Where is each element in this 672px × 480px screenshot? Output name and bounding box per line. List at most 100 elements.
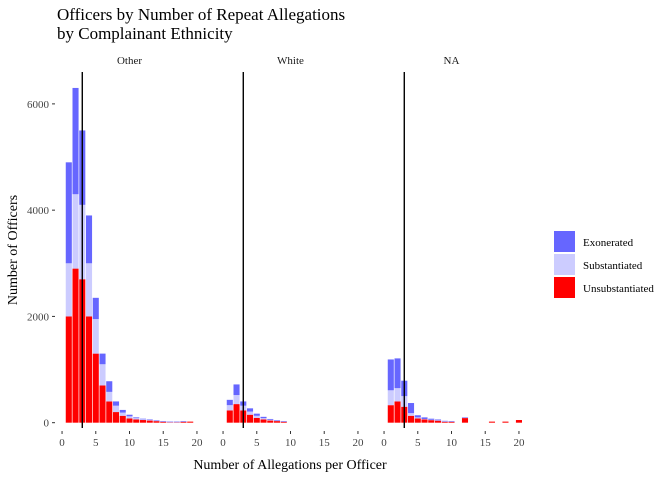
y-axis-label: Number of Officers	[6, 195, 21, 305]
legend-label-substantiated: Substantiated	[583, 260, 643, 272]
bar-other-unsubstantiated-5	[92, 353, 99, 423]
bar-other-unsubstantiated-6	[99, 385, 106, 423]
x-tick-label: 0	[59, 437, 65, 449]
bar-na-exonerated-1	[387, 359, 394, 391]
bar-other-substantiated-14	[153, 420, 160, 422]
bar-other-exonerated-4	[85, 215, 93, 264]
bar-other-substantiated-17	[173, 421, 180, 423]
bar-white-substantiated-6	[260, 418, 267, 420]
x-tick-label: 0	[220, 437, 226, 449]
bar-white-unsubstantiated-8	[273, 421, 281, 423]
bar-other-exonerated-6	[99, 353, 106, 365]
facet-label-other: Other	[117, 55, 142, 67]
bar-other-exonerated-13	[146, 419, 153, 421]
bar-other-unsubstantiated-2	[72, 268, 79, 423]
bar-other-exonerated-8	[112, 401, 120, 406]
x-tick-label: 15	[480, 437, 492, 449]
bar-na-substantiated-12	[461, 417, 469, 419]
bar-white-substantiated-4	[246, 411, 254, 415]
bar-na-exonerated-5	[414, 415, 421, 418]
y-tick-label: 0	[44, 418, 50, 430]
bar-other-substantiated-11	[133, 418, 140, 420]
chart-title-line-2: by Complainant Ethnicity	[57, 24, 233, 43]
bar-other-unsubstantiated-10	[126, 418, 133, 423]
y-tick-label: 2000	[27, 311, 50, 323]
bar-other-unsubstantiated-11	[133, 419, 140, 423]
bar-other-substantiated-5	[92, 319, 99, 354]
bar-na-unsubstantiated-9	[441, 421, 448, 423]
bar-other-exonerated-18	[180, 421, 187, 422]
bar-other-unsubstantiated-14	[153, 421, 160, 423]
bar-na-unsubstantiated-18	[502, 421, 509, 423]
bar-white-exonerated-6	[260, 416, 267, 419]
bar-white-unsubstantiated-1	[226, 410, 233, 423]
bar-white-unsubstantiated-4	[246, 414, 254, 423]
bar-white-substantiated-1	[226, 405, 233, 411]
bar-na-unsubstantiated-12	[461, 417, 469, 423]
bar-na-exonerated-2	[394, 358, 401, 389]
bar-na-substantiated-1	[387, 390, 394, 406]
bar-other-unsubstantiated-18	[180, 421, 187, 423]
chart-title-line-1: Officers by Number of Repeat Allegations	[57, 5, 346, 24]
bar-white-exonerated-4	[246, 408, 254, 412]
bar-other-substantiated-4	[85, 263, 93, 317]
bar-na-substantiated-6	[421, 418, 428, 420]
bar-white-substantiated-7	[267, 419, 274, 421]
bar-other-unsubstantiated-17	[173, 422, 180, 423]
bar-other-substantiated-1	[65, 263, 72, 317]
y-tick-label: 4000	[27, 205, 50, 217]
bar-other-exonerated-15	[160, 421, 167, 422]
bar-other-substantiated-10	[126, 416, 133, 419]
bar-other-substantiated-18	[180, 421, 187, 422]
bar-na-substantiated-10	[448, 421, 455, 422]
bar-na-unsubstantiated-5	[414, 418, 421, 423]
bar-white-substantiated-9	[280, 421, 287, 422]
bar-other-unsubstantiated-8	[112, 412, 120, 423]
bar-other-substantiated-6	[99, 364, 106, 386]
bar-na-exonerated-9	[441, 420, 448, 422]
bar-white-substantiated-2	[233, 395, 240, 405]
bar-na-unsubstantiated-10	[448, 421, 455, 423]
bar-white-exonerated-7	[267, 418, 274, 420]
bar-na-substantiated-2	[394, 388, 401, 402]
bar-na-exonerated-4	[407, 403, 415, 414]
bar-other-exonerated-10	[126, 414, 133, 417]
y-tick-label: 6000	[27, 99, 50, 111]
bar-other-unsubstantiated-1	[65, 316, 72, 423]
bar-other-exonerated-7	[106, 381, 113, 392]
bar-white-unsubstantiated-5	[253, 417, 260, 423]
x-axis-label: Number of Allegations per Officer	[193, 458, 387, 473]
bar-na-unsubstantiated-8	[434, 420, 442, 423]
x-tick-label: 15	[158, 437, 170, 449]
x-tick-label: 15	[319, 437, 331, 449]
bar-na-exonerated-7	[428, 418, 435, 420]
bar-na-substantiated-9	[441, 421, 448, 422]
legend-key-substantiated	[554, 254, 575, 275]
bar-other-unsubstantiated-9	[119, 415, 126, 423]
bar-white-exonerated-2	[233, 384, 240, 396]
x-tick-label: 5	[254, 437, 260, 449]
x-tick-label: 10	[124, 437, 136, 449]
bar-na-unsubstantiated-4	[407, 415, 415, 423]
bar-other-exonerated-16	[166, 421, 174, 423]
bar-other-unsubstantiated-7	[106, 401, 113, 423]
legend-key-unsubstantiated	[554, 277, 575, 298]
bar-na-exonerated-8	[434, 419, 442, 421]
bar-other-substantiated-9	[119, 412, 126, 416]
bar-other-substantiated-7	[106, 391, 113, 402]
bar-na-unsubstantiated-7	[428, 420, 435, 423]
bar-other-exonerated-1	[65, 162, 72, 264]
x-tick-label: 20	[352, 437, 364, 449]
bar-other-substantiated-16	[166, 421, 174, 423]
bar-other-exonerated-14	[153, 420, 160, 421]
bar-other-exonerated-11	[133, 417, 140, 419]
bar-na-exonerated-10	[448, 421, 455, 422]
bar-na-substantiated-7	[428, 419, 435, 421]
bar-na-unsubstantiated-6	[421, 419, 428, 423]
bar-white-unsubstantiated-9	[280, 421, 287, 423]
x-tick-label: 20	[513, 437, 525, 449]
bar-na-substantiated-5	[414, 417, 421, 419]
bar-na-unsubstantiated-2	[394, 401, 401, 423]
